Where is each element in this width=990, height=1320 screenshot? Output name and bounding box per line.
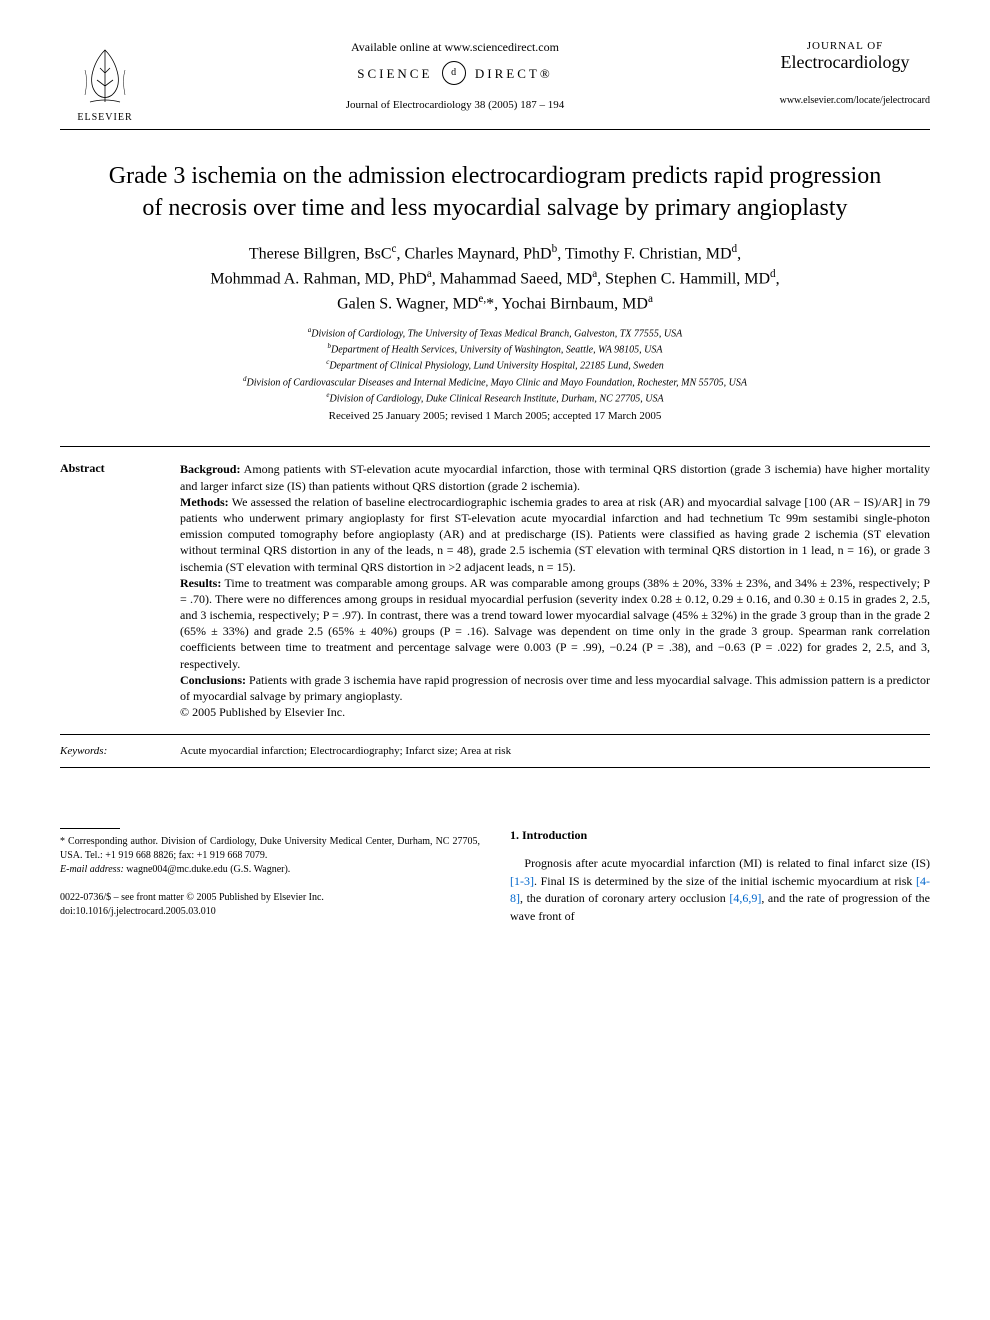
- authors-line-3: Galen S. Wagner, MDe,*, Yochai Birnbaum,…: [80, 291, 910, 316]
- corresponding-author-note: * Corresponding author. Division of Card…: [60, 835, 480, 877]
- abstract-methods-text: We assessed the relation of baseline ele…: [180, 495, 930, 574]
- corr-email-label: E-mail address:: [60, 864, 124, 875]
- footnote-rule: [60, 828, 120, 829]
- sd-text-left: SCIENCE: [357, 66, 432, 81]
- keywords-label: Keywords:: [60, 745, 180, 757]
- abstract-background-text: Among patients with ST-elevation acute m…: [180, 462, 930, 492]
- abstract-copyright: © 2005 Published by Elsevier Inc.: [180, 704, 930, 720]
- sciencedirect-logo: SCIENCE d DIRECT®: [150, 63, 760, 87]
- publisher-block: ELSEVIER: [60, 40, 150, 123]
- received-dates: Received 25 January 2005; revised 1 Marc…: [60, 410, 930, 422]
- corr-email-value: wagne004@mc.duke.edu (G.S. Wagner).: [124, 864, 291, 875]
- sd-swoosh-icon: d: [442, 61, 466, 85]
- footer-block: 0022-0736/$ – see front matter © 2005 Pu…: [60, 891, 480, 919]
- elsevier-tree-icon: [70, 40, 140, 110]
- abstract-conclusions-label: Conclusions:: [180, 673, 246, 687]
- abstract-body: Backgroud: Among patients with ST-elevat…: [180, 461, 930, 720]
- intro-text-3: , the duration of coronary artery occlus…: [520, 891, 729, 905]
- abstract-label: Abstract: [60, 461, 180, 720]
- ref-link-4-6-9[interactable]: [4,6,9]: [729, 891, 761, 905]
- keywords-block: Keywords: Acute myocardial infarction; E…: [60, 735, 930, 768]
- left-column: * Corresponding author. Division of Card…: [60, 828, 480, 937]
- authors-block: Therese Billgren, BsCc, Charles Maynard,…: [80, 241, 910, 317]
- abstract-results-label: Results:: [180, 576, 221, 590]
- journal-name: Electrocardiology: [760, 52, 930, 73]
- journal-of-label: JOURNAL OF: [760, 40, 930, 52]
- page-header: ELSEVIER Available online at www.science…: [60, 40, 930, 130]
- lower-two-column: * Corresponding author. Division of Card…: [60, 828, 930, 937]
- available-online-text: Available online at www.sciencedirect.co…: [150, 40, 760, 55]
- corr-text: Corresponding author. Division of Cardio…: [60, 836, 480, 861]
- header-center: Available online at www.sciencedirect.co…: [150, 40, 760, 111]
- abstract-conclusions-text: Patients with grade 3 ischemia have rapi…: [180, 673, 930, 703]
- journal-locate-url: www.elsevier.com/locate/jelectrocard: [760, 95, 930, 106]
- publisher-label: ELSEVIER: [60, 112, 150, 123]
- affiliation-b: bDepartment of Health Services, Universi…: [90, 341, 900, 357]
- abstract-methods-label: Methods:: [180, 495, 229, 509]
- abstract-block: Abstract Backgroud: Among patients with …: [60, 446, 930, 735]
- intro-paragraph: Prognosis after acute myocardial infarct…: [510, 855, 930, 925]
- intro-text-1: Prognosis after acute myocardial infarct…: [524, 856, 930, 870]
- affiliation-a: aDivision of Cardiology, The University …: [90, 325, 900, 341]
- abstract-background-label: Backgroud:: [180, 462, 240, 476]
- sd-text-right: DIRECT®: [475, 66, 553, 81]
- footer-front-matter: 0022-0736/$ – see front matter © 2005 Pu…: [60, 891, 480, 905]
- section-heading-intro: 1. Introduction: [510, 828, 930, 843]
- ref-link-1-3[interactable]: [1-3]: [510, 874, 534, 888]
- journal-citation: Journal of Electrocardiology 38 (2005) 1…: [150, 99, 760, 111]
- authors-line-1: Therese Billgren, BsCc, Charles Maynard,…: [80, 241, 910, 266]
- footer-doi: doi:10.1016/j.jelectrocard.2005.03.010: [60, 905, 480, 919]
- affiliation-c: cDepartment of Clinical Physiology, Lund…: [90, 357, 900, 373]
- affiliation-e: eDivision of Cardiology, Duke Clinical R…: [90, 390, 900, 406]
- article-title: Grade 3 ischemia on the admission electr…: [100, 160, 890, 225]
- authors-line-2: Mohmmad A. Rahman, MD, PhDa, Mahammad Sa…: [80, 266, 910, 291]
- affiliations-block: aDivision of Cardiology, The University …: [90, 325, 900, 407]
- keywords-text: Acute myocardial infarction; Electrocard…: [180, 745, 930, 757]
- affiliation-d: dDivision of Cardiovascular Diseases and…: [90, 374, 900, 390]
- intro-text-2: . Final IS is determined by the size of …: [534, 874, 916, 888]
- journal-title-block: JOURNAL OF Electrocardiology www.elsevie…: [760, 40, 930, 106]
- abstract-results-text: Time to treatment was comparable among g…: [180, 576, 930, 671]
- right-column: 1. Introduction Prognosis after acute my…: [510, 828, 930, 937]
